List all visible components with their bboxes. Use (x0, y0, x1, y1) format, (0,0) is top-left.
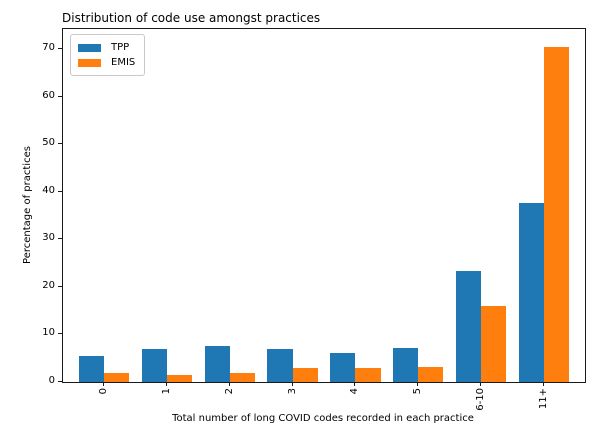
x-tick-mark (291, 382, 293, 386)
x-tick-label-3: 3 (286, 388, 298, 395)
y-tick-mark (58, 238, 62, 240)
bar-tpp-4 (330, 352, 356, 382)
y-tick-label: 20 (42, 279, 55, 291)
x-tick-label-11+: 11+ (538, 388, 550, 410)
bar-emis-0 (103, 372, 130, 382)
y-tick-label: 0 (48, 375, 55, 386)
bar-tpp-3 (267, 349, 293, 382)
legend-swatch-emis (78, 58, 101, 67)
y-tick-label: 10 (42, 327, 55, 339)
x-tick-label-2: 2 (223, 388, 235, 395)
y-tick-mark (58, 333, 62, 335)
x-tick-mark (417, 382, 419, 386)
x-axis-label: Total number of long COVID codes recorde… (172, 413, 474, 424)
x-tick-label-6-10: 6-10 (475, 388, 487, 411)
bar-tpp-0 (78, 356, 104, 382)
legend-label-tpp: TPP (111, 42, 130, 53)
bar-tpp-1 (141, 349, 167, 382)
x-tick-label-4: 4 (349, 388, 361, 395)
y-tick-label: 40 (42, 184, 55, 196)
y-tick-label: 60 (42, 89, 55, 101)
bar-emis-1 (166, 375, 192, 382)
x-tick-mark (102, 382, 104, 386)
legend-item-emis: EMIS (78, 55, 135, 70)
bar-tpp-5 (393, 348, 419, 382)
bar-emis-3 (292, 367, 318, 382)
y-tick-label: 70 (42, 41, 55, 53)
bar-tpp-6-10 (456, 271, 482, 382)
x-tick-mark (165, 382, 167, 386)
bar-tpp-11+ (518, 203, 545, 382)
legend-label-emis: EMIS (111, 57, 136, 68)
legend-swatch-tpp (78, 43, 101, 52)
plot-area (62, 28, 586, 383)
x-tick-mark (354, 382, 356, 386)
bar-tpp-2 (204, 346, 230, 382)
legend: TPP EMIS (70, 34, 146, 76)
x-tick-mark (228, 382, 230, 386)
y-tick-label: 50 (42, 137, 55, 149)
y-tick-mark (58, 285, 62, 287)
bar-emis-5 (418, 366, 444, 382)
x-tick-label-1: 1 (160, 388, 172, 395)
bar-emis-4 (355, 368, 381, 382)
legend-item-tpp: TPP (78, 40, 135, 55)
y-axis-label: Percentage of practices (22, 146, 33, 264)
y-tick-mark (58, 47, 62, 49)
bar-emis-2 (229, 372, 255, 382)
x-tick-mark (543, 382, 545, 386)
x-tick-label-0: 0 (97, 388, 109, 395)
x-tick-mark (480, 382, 482, 386)
y-tick-mark (58, 143, 62, 145)
bar-emis-11+ (544, 47, 570, 382)
y-tick-mark (58, 95, 62, 97)
y-tick-mark (58, 381, 62, 382)
y-tick-mark (58, 190, 62, 192)
x-tick-label-5: 5 (412, 388, 424, 395)
bar-emis-6-10 (481, 305, 507, 382)
y-tick-label: 30 (42, 232, 55, 244)
chart-title: Distribution of code use amongst practic… (62, 11, 321, 25)
